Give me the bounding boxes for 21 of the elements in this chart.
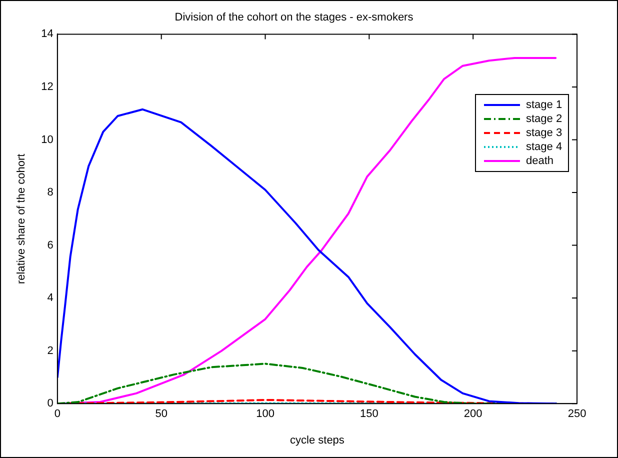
x-tick-label: 100 <box>256 408 274 420</box>
x-tick-label: 50 <box>155 408 168 420</box>
y-tick-label: 12 <box>41 81 54 94</box>
legend-label: stage 3 <box>526 126 562 140</box>
legend-label: stage 2 <box>526 112 562 126</box>
y-tick-label: 14 <box>41 28 54 40</box>
legend-label: stage 1 <box>526 98 562 112</box>
y-axis-title: relative share of the cohort <box>16 154 28 284</box>
legend-label: stage 4 <box>526 140 562 154</box>
legend-label: death <box>526 154 554 168</box>
x-tick-label: 250 <box>568 408 586 420</box>
y-tick-label: 8 <box>47 186 54 199</box>
chart-title: Division of the cohort on the stages - ex-smokers <box>174 12 414 24</box>
y-tick-label: 4 <box>47 292 54 304</box>
x-tick-label: 200 <box>464 408 482 420</box>
y-tick-label: 6 <box>47 239 54 252</box>
x-axis-title: cycle steps <box>290 434 345 446</box>
y-tick-label: 10 <box>41 134 54 146</box>
y-tick-label: 2 <box>47 344 54 357</box>
x-tick-label: 150 <box>360 408 378 420</box>
y-tick-label: 0 <box>47 398 54 410</box>
